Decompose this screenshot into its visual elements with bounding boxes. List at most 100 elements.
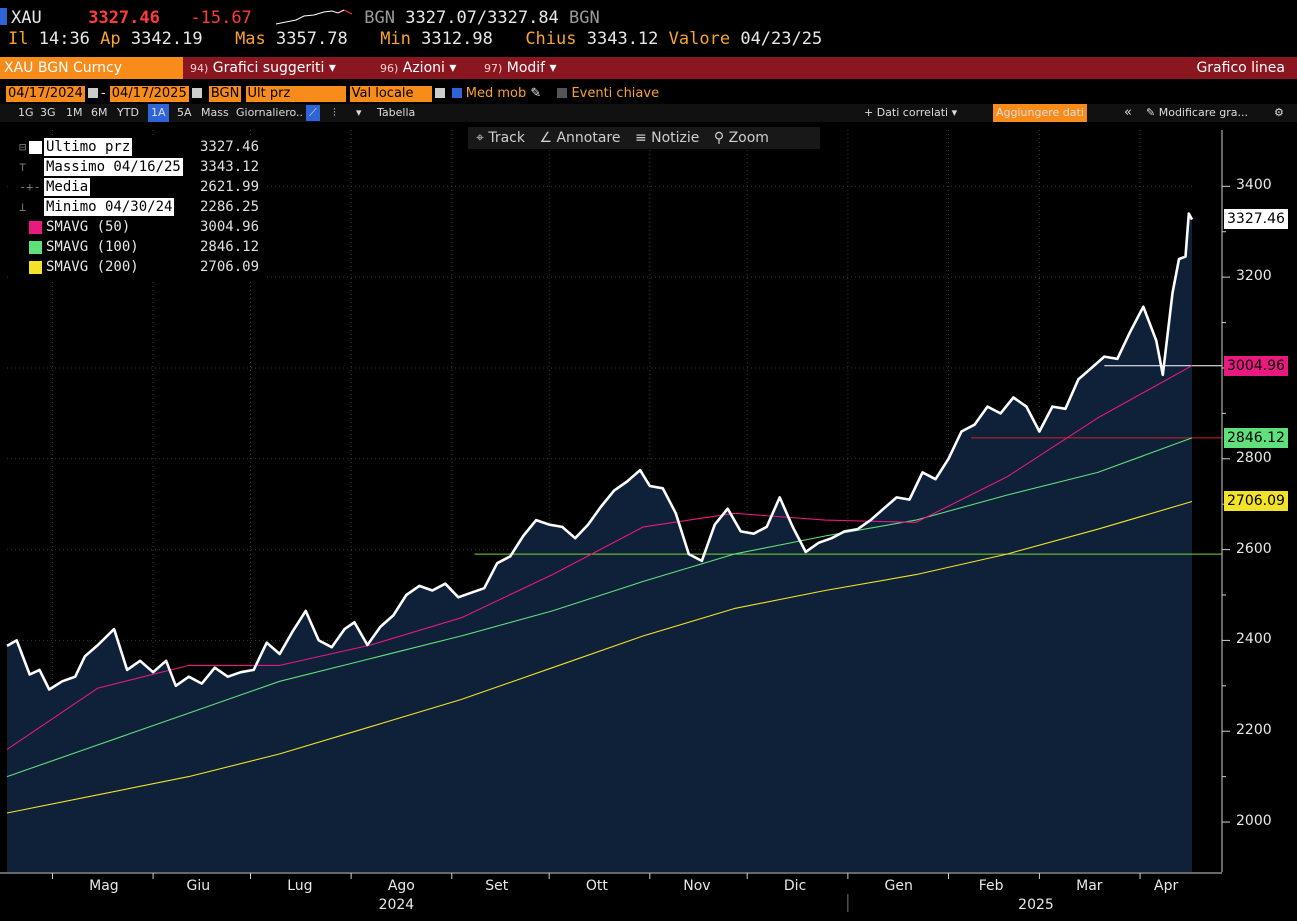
zoom-icon[interactable]: ⚲	[713, 130, 725, 146]
x-month-label: Apr	[1154, 878, 1179, 894]
price-area-fill	[7, 213, 1192, 873]
settings-gear-icon[interactable]: ⚙	[1274, 106, 1284, 119]
y-tick-label: 3200	[1236, 268, 1272, 285]
range-toolbar: 1G 3G 1M 6M YTD 1A 5A Mass Giornaliero..…	[0, 104, 1297, 122]
legend-row[interactable]: SMAVG (100) 2846.12	[8, 238, 266, 258]
table-button[interactable]: Tabella	[377, 106, 416, 119]
sparkline-icon	[275, 9, 353, 25]
currency-selector[interactable]: Val locale	[349, 86, 432, 102]
start-date-field[interactable]: 04/17/2024	[6, 86, 85, 102]
quote-header: XAU 3327.46 -15.67 BGN 3327.07/3327.84 B…	[0, 6, 600, 28]
annotate-icon[interactable]: ∠	[539, 130, 552, 146]
dropdown-icon[interactable]	[434, 88, 445, 98]
end-date-field[interactable]: 04/17/2025	[109, 86, 189, 102]
legend-row[interactable]: ⊟ Ultimo prz 3327.46	[8, 138, 266, 158]
menu-actions[interactable]: 96) Azioni ▾	[380, 57, 456, 79]
legend-row[interactable]: SMAVG (200) 2706.09	[8, 258, 266, 278]
legend-value: 2846.12	[200, 239, 260, 255]
low-label: Min	[380, 29, 411, 49]
x-year-label: 2024	[378, 897, 415, 913]
quote-stats: Il 14:36 Ap 3342.19 Mas 3357.78 Min 3312…	[0, 28, 822, 50]
range-mass[interactable]: Mass	[201, 106, 229, 119]
range-5a[interactable]: 5A	[177, 106, 192, 119]
ask-source: BGN	[569, 8, 600, 28]
field-selector[interactable]: Ult prz	[245, 86, 346, 102]
security-field[interactable]: XAU BGN Curncy	[0, 57, 183, 79]
crosshair-icon[interactable]: ⌖	[476, 130, 484, 146]
menu-actions-number: 96)	[380, 62, 399, 75]
range-6m[interactable]: 6M	[91, 106, 108, 119]
range-ytd[interactable]: YTD	[117, 106, 139, 119]
y-tick-label: 2600	[1236, 540, 1272, 557]
track-tool[interactable]: Track	[488, 130, 525, 146]
legend-tree-icon: -+-	[19, 180, 41, 194]
chart-legend: ⊟ Ultimo prz 3327.46 ⊤ Massimo 04/16/25 3343.…	[8, 137, 266, 282]
moving-average-toggle[interactable]: Med mob	[465, 86, 527, 101]
legend-tree-icon: ⊟	[19, 140, 27, 154]
legend-swatch	[29, 141, 42, 154]
x-month-label: Mar	[1076, 878, 1103, 894]
axes	[0, 130, 1230, 912]
period-selector[interactable]: Giornaliero..	[236, 106, 304, 119]
key-events-toggle[interactable]: Eventi chiave	[571, 86, 660, 101]
legend-name: SMAVG (100)	[46, 239, 139, 255]
high-label: Mas	[235, 29, 266, 49]
legend-swatch	[29, 221, 42, 234]
x-year-label: 2025	[1018, 897, 1054, 913]
legend-row[interactable]: ⊥ Minimo 04/30/24 2286.25	[8, 198, 266, 218]
news-tool[interactable]: Notizie	[651, 130, 700, 146]
bid-source: BGN	[364, 8, 396, 28]
legend-row[interactable]: -+- Media 2621.99	[8, 178, 266, 198]
price-tag: 3327.46	[1224, 209, 1288, 230]
close-label: Chius	[525, 29, 577, 49]
range-1m[interactable]: 1M	[66, 106, 83, 119]
legend-value: 3004.96	[200, 219, 260, 235]
menu-modify-label: Modif ▾	[506, 60, 557, 76]
x-month-label: Ago	[387, 878, 415, 894]
x-month-label: Lug	[287, 878, 313, 894]
legend-value: 2286.25	[200, 199, 260, 215]
y-tick-label: 3400	[1236, 177, 1272, 194]
calendar-icon[interactable]	[87, 88, 98, 98]
legend-name: Minimo 04/30/24	[44, 198, 175, 216]
menu-suggested-charts-number: 94)	[190, 62, 209, 75]
price-chart[interactable]	[0, 124, 1297, 921]
related-data-menu[interactable]: + Dati correlati ▾	[864, 106, 958, 119]
menu-modify[interactable]: 97) Modif ▾	[484, 57, 557, 79]
date-separator: -	[100, 86, 106, 101]
chart-tools-bar: ⌖ Track ∠ Annotare ≡ Notizie ⚲ Zoom	[468, 127, 820, 149]
y-tick-label: 2000	[1236, 813, 1272, 830]
legend-row[interactable]: SMAVG (50) 3004.96	[8, 218, 266, 238]
legend-row[interactable]: ⊤ Massimo 04/16/25 3343.12	[8, 158, 266, 178]
menu-suggested-charts[interactable]: 94) Grafici suggeriti ▾	[190, 57, 336, 79]
zoom-tool[interactable]: Zoom	[728, 130, 769, 146]
series-line-smavg-200	[6, 500, 1193, 814]
annotate-tool[interactable]: Annotare	[556, 130, 621, 146]
x-month-label: Set	[485, 878, 509, 894]
range-3g[interactable]: 3G	[40, 106, 56, 119]
calendar-icon[interactable]	[191, 88, 202, 98]
checkbox-unchecked-icon[interactable]	[557, 88, 568, 98]
collapse-icon[interactable]: «	[1124, 105, 1132, 120]
modify-chart-button[interactable]: ✎ Modificare gra...	[1146, 104, 1248, 122]
line-chart-icon[interactable]: ⟋	[306, 105, 320, 121]
range-1g[interactable]: 1G	[18, 106, 34, 119]
legend-value: 2706.09	[200, 259, 260, 275]
series-line-smavg-50	[6, 365, 1193, 750]
legend-name: Media	[44, 178, 91, 196]
legend-value: 3343.12	[200, 159, 260, 175]
legend-value: 2621.99	[200, 179, 260, 195]
checkbox-checked-icon[interactable]	[451, 88, 462, 98]
chevron-down-icon[interactable]: ▾	[356, 106, 362, 119]
source-field[interactable]: BGN	[208, 86, 242, 102]
news-icon[interactable]: ≡	[634, 130, 647, 146]
ticker[interactable]: XAU	[11, 8, 42, 28]
range-1a[interactable]: 1A	[148, 104, 169, 122]
legend-tree-icon: ⊥	[19, 200, 27, 214]
menu-modify-number: 97)	[484, 62, 503, 75]
add-data-button[interactable]: Aggiungere dati	[993, 104, 1087, 122]
pencil-icon[interactable]: ✎	[530, 86, 542, 101]
bar-type-icon[interactable]: ⫶	[333, 106, 336, 119]
close-value: 3343.12	[586, 29, 659, 49]
chart-type-label[interactable]: Grafico linea	[1196, 60, 1285, 76]
